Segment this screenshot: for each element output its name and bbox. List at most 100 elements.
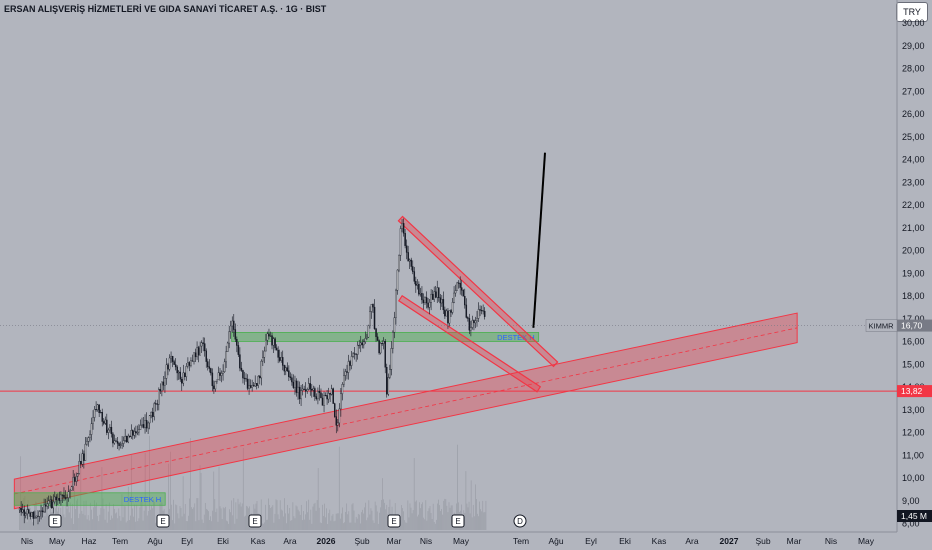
volume-bar xyxy=(197,498,199,530)
candle-body xyxy=(213,385,215,390)
volume-bar xyxy=(196,498,198,530)
candle-body xyxy=(118,443,120,446)
volume-bar xyxy=(92,519,93,530)
volume-bar xyxy=(484,512,486,530)
candle-body xyxy=(457,282,460,284)
volume-bar xyxy=(107,511,109,530)
volume-bar xyxy=(425,500,427,530)
candle-body xyxy=(136,431,139,434)
candle-body xyxy=(341,384,344,395)
candle-body xyxy=(323,395,325,406)
candle-body xyxy=(173,361,175,365)
volume-bar xyxy=(367,517,369,530)
price-tick-label: 26,00 xyxy=(902,109,925,119)
volume-bar xyxy=(246,505,247,530)
volume-bar xyxy=(477,513,478,530)
candle-body xyxy=(191,360,194,362)
volume-bar xyxy=(431,519,433,530)
volume-bar xyxy=(247,506,248,530)
candle-body xyxy=(372,304,374,308)
volume-bar xyxy=(482,500,484,530)
candle-body xyxy=(106,419,108,433)
volume-bar xyxy=(200,472,202,530)
volume-bar xyxy=(192,508,193,530)
candle-body xyxy=(229,325,232,332)
volume-bar xyxy=(241,503,243,530)
projected-trend-line xyxy=(532,152,547,328)
candle-body xyxy=(78,461,81,474)
candle-body xyxy=(413,271,416,282)
candle-body xyxy=(246,378,249,389)
candle-body xyxy=(317,391,319,400)
volume-bar xyxy=(401,505,402,530)
volume-bar xyxy=(86,519,88,530)
volume-bar xyxy=(483,512,485,530)
candle-body xyxy=(202,342,204,344)
time-tick-label: 2026 xyxy=(317,536,336,546)
volume-bar xyxy=(333,521,335,530)
volume-bar xyxy=(218,466,220,530)
volume-bar xyxy=(376,511,378,530)
candle-body xyxy=(66,497,68,499)
candle-body xyxy=(405,245,408,253)
candle-body xyxy=(84,443,87,461)
volume-bar xyxy=(293,516,295,530)
volume-bar xyxy=(100,508,102,530)
candle-body xyxy=(150,411,152,416)
support-zone: DESTEK H xyxy=(13,492,166,506)
volume-bar xyxy=(239,502,241,530)
candle-body xyxy=(125,436,128,443)
volume-bar xyxy=(296,506,298,530)
volume-bar xyxy=(330,520,332,530)
volume-bar xyxy=(265,504,266,530)
candle-body xyxy=(464,296,466,306)
candle-body xyxy=(272,338,275,346)
volume-bar xyxy=(234,523,236,530)
candle-body xyxy=(196,347,198,358)
volume-bar xyxy=(116,512,118,530)
candle-body xyxy=(480,310,483,312)
volume-bar xyxy=(356,518,358,530)
volume-bar xyxy=(278,519,280,530)
volume-bar xyxy=(84,515,86,530)
time-tick-label: Haz xyxy=(81,536,96,546)
candle-body xyxy=(76,473,79,477)
volume-bar xyxy=(230,512,231,530)
volume-bar xyxy=(270,507,272,530)
candle-body xyxy=(460,287,463,291)
volume-bar xyxy=(417,516,418,530)
volume-bar xyxy=(240,506,242,530)
candle-body xyxy=(57,498,59,501)
volume-bar xyxy=(126,520,128,530)
candle-body xyxy=(174,364,177,368)
event-marker-letter: D xyxy=(517,517,523,526)
volume-bar xyxy=(210,516,211,530)
time-tick-label: Kas xyxy=(652,536,667,546)
volume-bar xyxy=(444,498,446,530)
volume-bar xyxy=(415,500,417,530)
price-tick-label: 29,00 xyxy=(902,41,925,51)
candle-body xyxy=(20,507,22,513)
volume-bar xyxy=(476,498,477,530)
volume-bar xyxy=(220,508,222,530)
volume-bar xyxy=(145,506,147,530)
falling-channel-line xyxy=(397,215,559,368)
candle-body xyxy=(110,427,113,435)
candle-body xyxy=(190,360,192,366)
candle-body xyxy=(249,385,252,388)
volume-bar xyxy=(286,523,287,530)
candle-body xyxy=(197,347,200,356)
volume-bar xyxy=(189,498,190,530)
volume-bar xyxy=(328,513,330,530)
volume-bar xyxy=(46,505,48,530)
volume-bar xyxy=(41,501,43,530)
candle-body xyxy=(312,388,315,391)
candle-body xyxy=(151,411,154,417)
time-tick-label: Nis xyxy=(21,536,33,546)
candle-body xyxy=(60,494,62,501)
volume-bar xyxy=(31,522,33,530)
volume-bar xyxy=(446,505,448,530)
volume-bar xyxy=(465,471,467,530)
volume-bar xyxy=(294,518,296,530)
